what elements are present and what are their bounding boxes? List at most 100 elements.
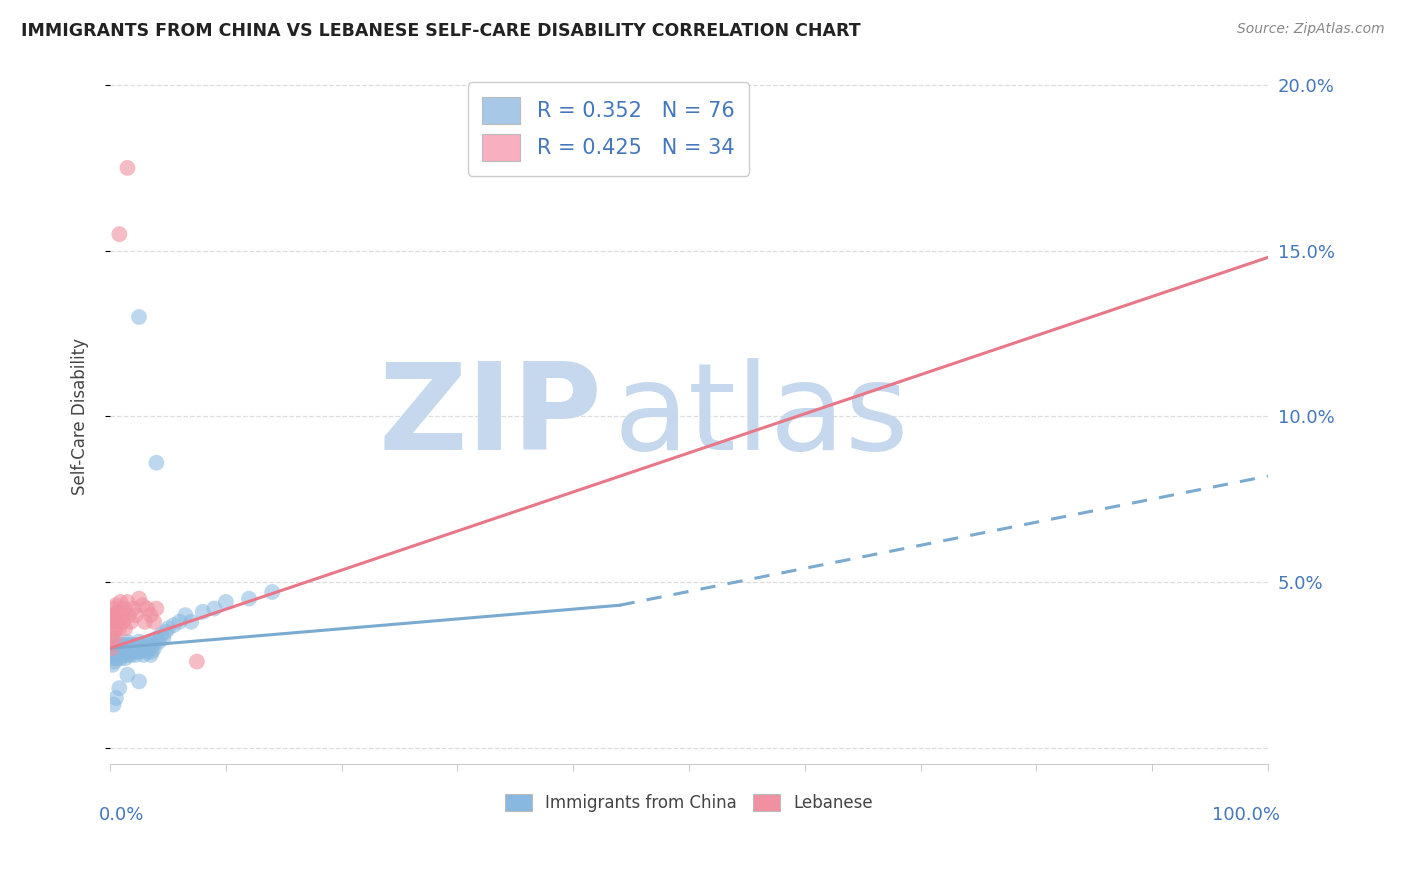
Point	[145, 456, 167, 470]
Point	[103, 601, 125, 615]
Point	[104, 648, 127, 662]
Point	[131, 641, 153, 656]
Point	[145, 601, 167, 615]
Point	[152, 632, 174, 646]
Point	[215, 595, 238, 609]
Point	[117, 638, 139, 652]
Point	[143, 615, 166, 629]
Point	[104, 611, 127, 625]
Point	[122, 601, 145, 615]
Point	[108, 227, 131, 242]
Point	[180, 615, 202, 629]
Point	[124, 608, 146, 623]
Point	[103, 634, 125, 648]
Point	[104, 632, 127, 646]
Point	[124, 648, 146, 662]
Point	[128, 310, 150, 324]
Point	[108, 648, 131, 662]
Point	[136, 601, 159, 615]
Point	[112, 601, 135, 615]
Point	[136, 645, 159, 659]
Point	[262, 585, 284, 599]
Point	[134, 638, 156, 652]
Point	[107, 605, 129, 619]
Text: atlas: atlas	[614, 358, 910, 475]
Point	[105, 651, 128, 665]
Point	[143, 641, 166, 656]
Point	[110, 651, 132, 665]
Point	[117, 641, 139, 656]
Point	[124, 641, 146, 656]
Point	[138, 641, 160, 656]
Point	[128, 641, 150, 656]
Point	[103, 651, 125, 665]
Point	[120, 648, 142, 662]
Point	[111, 645, 134, 659]
Legend: Immigrants from China, Lebanese: Immigrants from China, Lebanese	[498, 787, 880, 819]
Point	[128, 591, 150, 606]
Point	[105, 641, 128, 656]
Point	[110, 645, 132, 659]
Point	[127, 645, 149, 659]
Point	[111, 648, 134, 662]
Point	[111, 608, 134, 623]
Point	[114, 638, 136, 652]
Point	[108, 641, 131, 656]
Point	[202, 601, 225, 615]
Point	[132, 648, 155, 662]
Point	[101, 657, 124, 672]
Point	[104, 599, 127, 613]
Point	[112, 641, 135, 656]
Point	[110, 595, 132, 609]
Point	[111, 638, 134, 652]
Point	[104, 645, 127, 659]
Point	[101, 641, 124, 656]
Text: Source: ZipAtlas.com: Source: ZipAtlas.com	[1237, 22, 1385, 37]
Point	[111, 615, 134, 629]
Point	[136, 638, 159, 652]
Point	[105, 615, 128, 629]
Text: IMMIGRANTS FROM CHINA VS LEBANESE SELF-CARE DISABILITY CORRELATION CHART: IMMIGRANTS FROM CHINA VS LEBANESE SELF-C…	[21, 22, 860, 40]
Point	[174, 608, 197, 623]
Point	[131, 638, 153, 652]
Point	[131, 599, 153, 613]
Point	[238, 591, 260, 606]
Point	[122, 645, 145, 659]
Point	[108, 681, 131, 695]
Point	[118, 645, 141, 659]
Point	[135, 641, 157, 656]
Point	[100, 648, 122, 662]
Point	[128, 674, 150, 689]
Point	[120, 615, 142, 629]
Text: ZIP: ZIP	[378, 358, 602, 475]
Point	[148, 634, 170, 648]
Point	[117, 595, 139, 609]
Point	[169, 615, 191, 629]
Point	[114, 622, 136, 636]
Point	[141, 645, 163, 659]
Point	[121, 638, 143, 652]
Point	[134, 615, 156, 629]
Point	[117, 161, 139, 175]
Point	[104, 638, 127, 652]
Point	[104, 655, 127, 669]
Point	[101, 632, 124, 646]
Point	[139, 648, 162, 662]
Point	[100, 615, 122, 629]
Point	[139, 608, 162, 623]
Point	[139, 634, 162, 648]
Point	[191, 605, 214, 619]
Text: 100.0%: 100.0%	[1212, 806, 1279, 824]
Point	[112, 648, 135, 662]
Point	[128, 634, 150, 648]
Text: 0.0%: 0.0%	[98, 806, 143, 824]
Point	[101, 608, 124, 623]
Point	[125, 638, 148, 652]
Y-axis label: Self-Care Disability: Self-Care Disability	[72, 338, 89, 495]
Point	[115, 645, 138, 659]
Point	[111, 641, 134, 656]
Point	[103, 624, 125, 639]
Point	[103, 698, 125, 712]
Point	[156, 622, 179, 636]
Point	[117, 634, 139, 648]
